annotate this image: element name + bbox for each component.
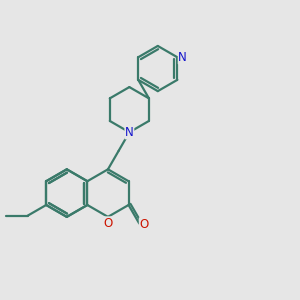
Text: O: O [140,218,148,231]
Text: N: N [178,51,187,64]
Text: O: O [103,217,112,230]
Text: N: N [125,126,134,139]
